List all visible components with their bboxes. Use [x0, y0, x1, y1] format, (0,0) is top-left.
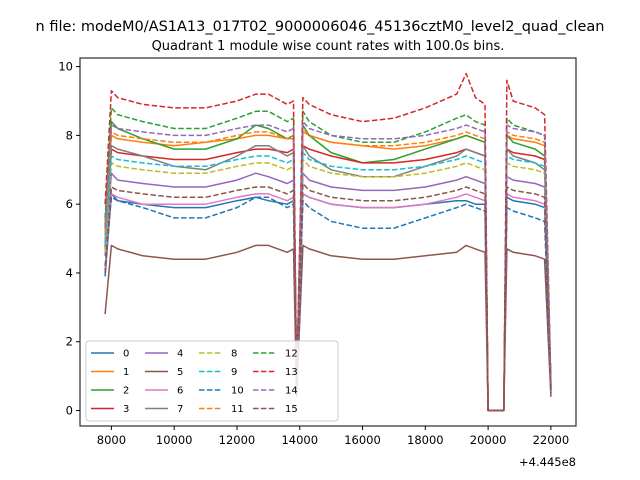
legend-label-5: 5: [177, 367, 183, 378]
chart-title: Quadrant 1 module wise count rates with …: [152, 39, 505, 54]
x-tick-label: 14000: [281, 433, 318, 447]
y-tick-label: 6: [66, 197, 73, 211]
legend-label-3: 3: [123, 404, 129, 415]
legend-label-4: 4: [177, 349, 183, 360]
plot-frame: [79, 57, 577, 427]
legend-label-14: 14: [285, 386, 298, 397]
legend-label-2: 2: [123, 386, 129, 397]
x-tick-label: 20000: [470, 433, 507, 447]
y-tick-label: 2: [66, 335, 73, 349]
series-line-15: [104, 182, 552, 412]
legend-label-7: 7: [177, 404, 183, 415]
x-tick-label: 22000: [533, 433, 570, 447]
x-tick-label: 8000: [97, 433, 126, 447]
legend-label-0: 0: [123, 349, 129, 360]
x-axis-ticks: 8000 10000 12000 14000 16000 18000 20000 22000: [97, 426, 569, 447]
x-tick-label: 12000: [219, 433, 256, 447]
legend-label-9: 9: [231, 367, 237, 378]
legend-label-11: 11: [231, 404, 244, 415]
legend-label-15: 15: [285, 404, 298, 415]
y-tick-label: 4: [66, 266, 73, 280]
series-layer: [104, 72, 552, 412]
legend-label-10: 10: [231, 386, 244, 397]
y-tick-label: 10: [58, 60, 73, 74]
y-axis-ticks: 0 2 4 6 8 10: [58, 60, 80, 418]
x-tick-label: 18000: [407, 433, 444, 447]
x-tick-label: 16000: [344, 433, 381, 447]
y-tick-label: 0: [66, 404, 73, 418]
x-offset-label: +4.445e8: [519, 455, 576, 469]
legend-label-12: 12: [285, 349, 298, 360]
legend-label-8: 8: [231, 349, 237, 360]
legend-label-13: 13: [285, 367, 298, 378]
y-tick-label: 8: [66, 128, 73, 142]
legend-box: [85, 340, 339, 422]
series-line-11: [104, 127, 552, 412]
x-tick-label: 10000: [156, 433, 193, 447]
legend-label-1: 1: [123, 367, 129, 378]
legend-label-6: 6: [177, 386, 183, 397]
figure-suptitle: n file: modeM0/AS1A13_017T02_9000006046_…: [36, 19, 605, 35]
